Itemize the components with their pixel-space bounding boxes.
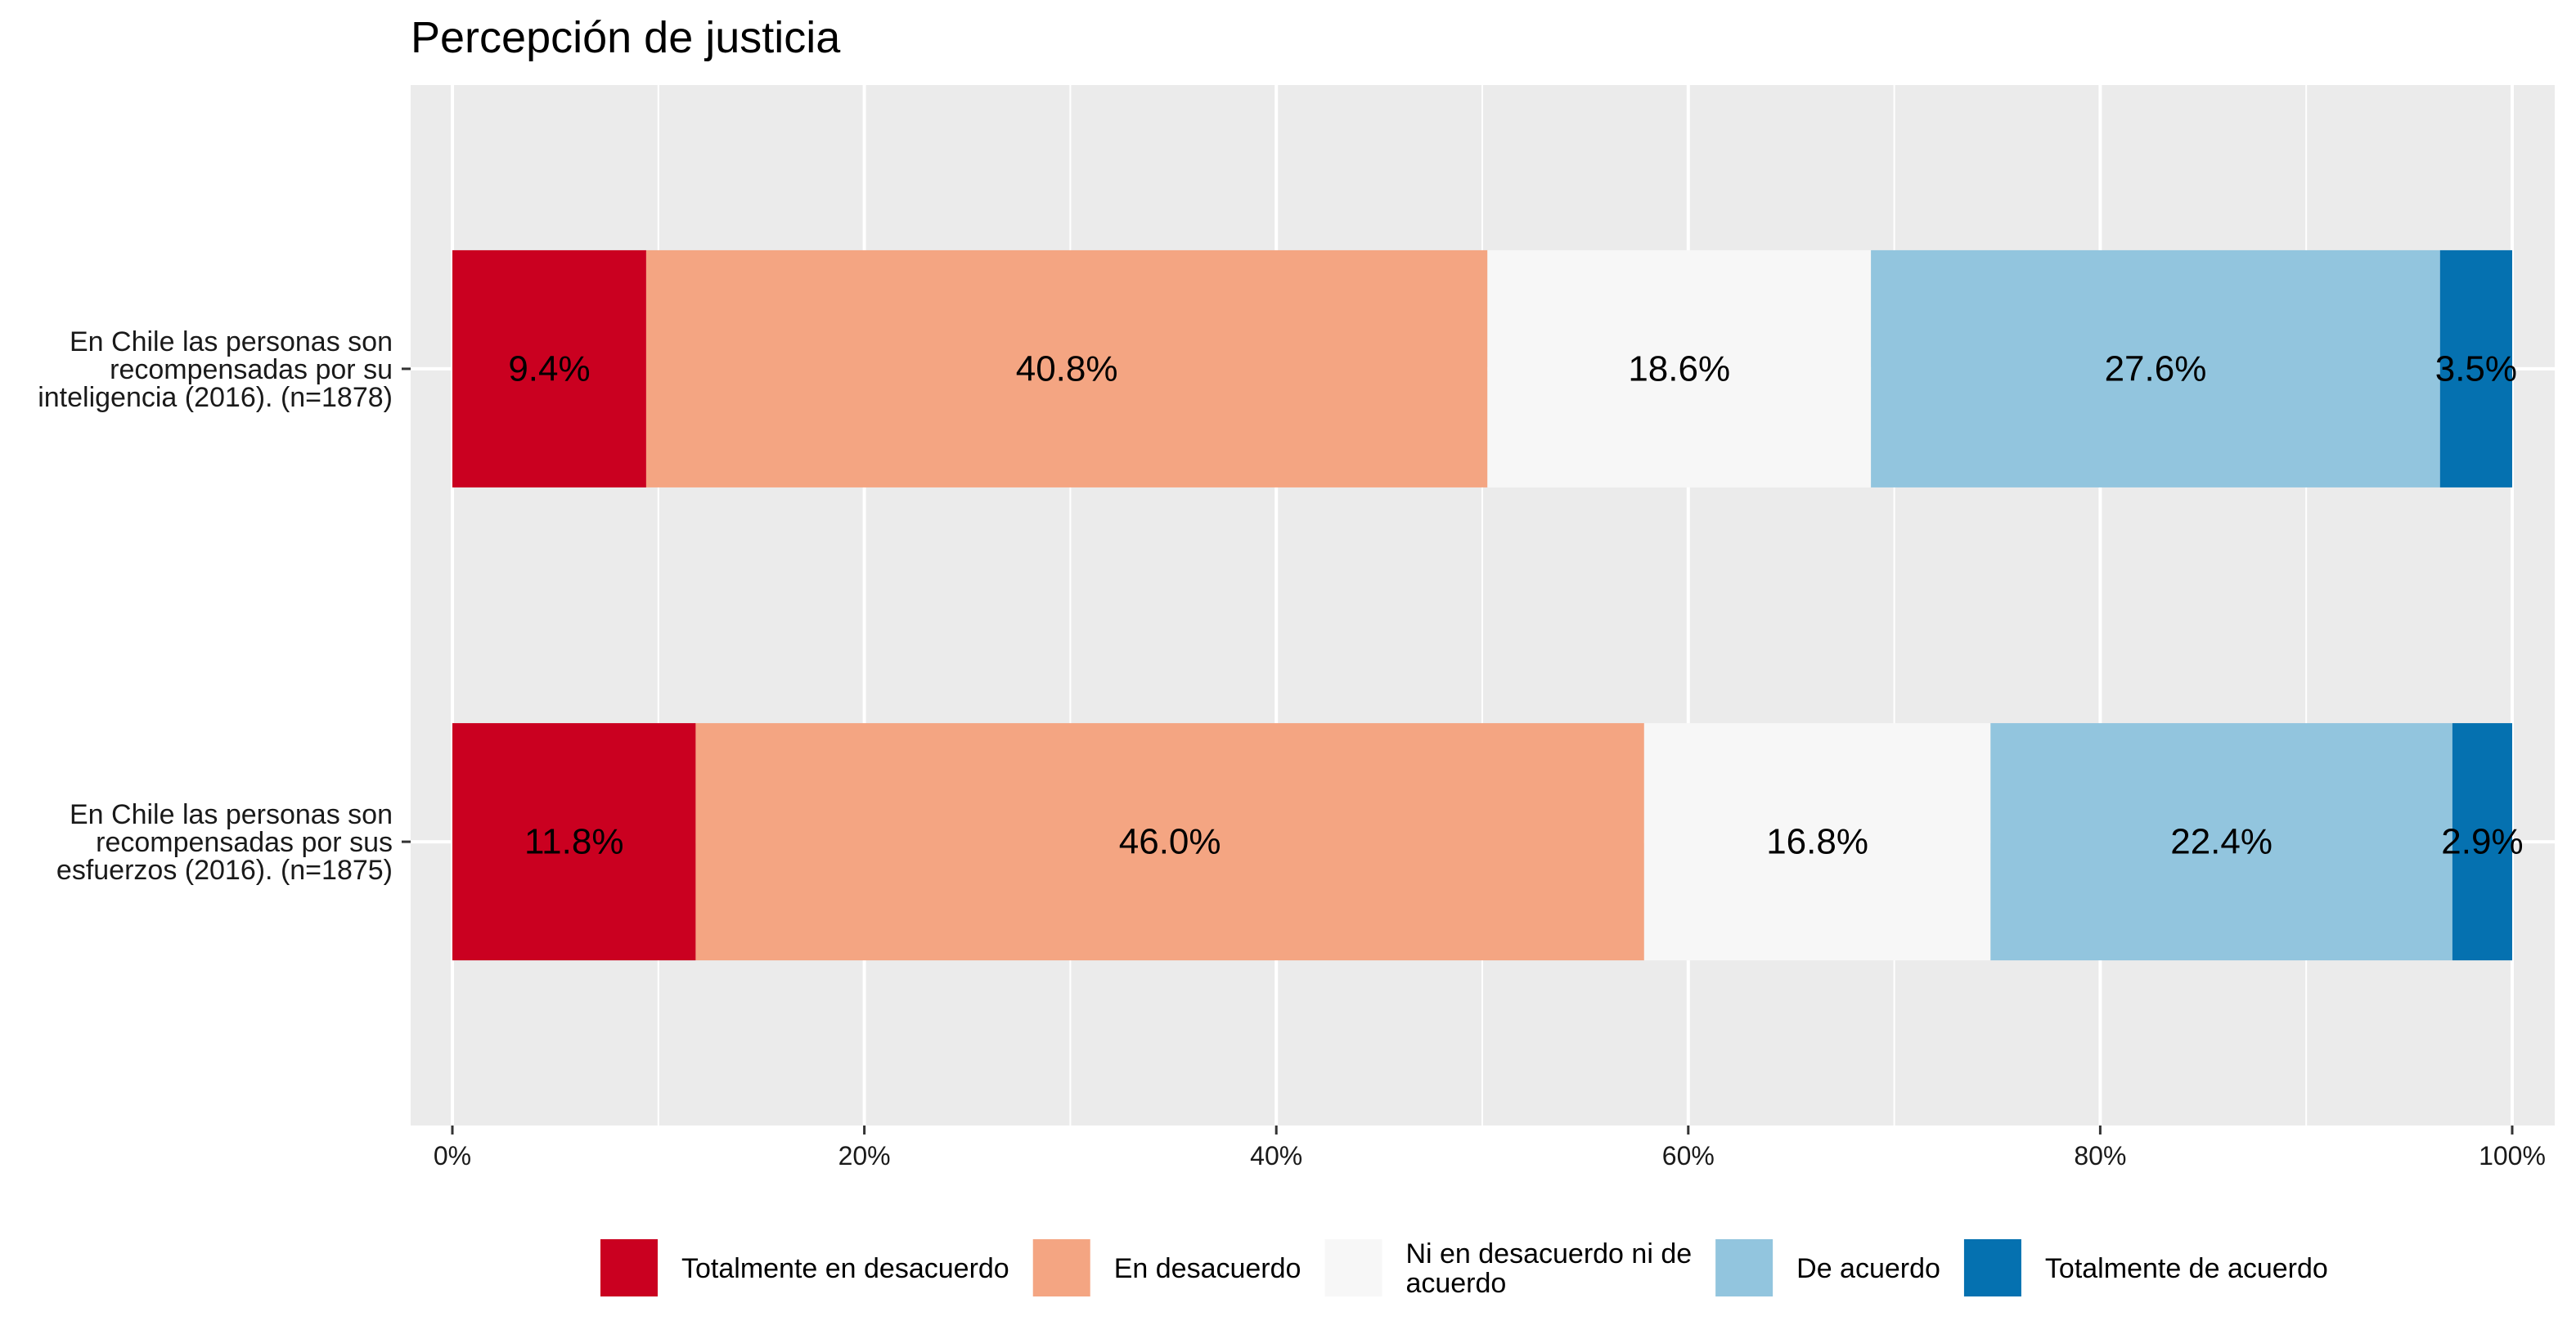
bar-segment-inteligencia-4 xyxy=(1871,249,2440,488)
x-tick-label: 20% xyxy=(838,1141,891,1171)
bar-label-esfuerzos-3: 16.8% xyxy=(1766,822,1868,862)
bar-label-inteligencia-3: 18.6% xyxy=(1628,348,1730,389)
bar-label-esfuerzos-1: 11.8% xyxy=(524,822,624,862)
bar-label-inteligencia-4: 27.6% xyxy=(2105,348,2207,389)
bar-label-inteligencia-2: 40.8% xyxy=(1016,348,1118,389)
bar-segment-esfuerzos-3 xyxy=(1643,723,1991,961)
legend-item-4: De acuerdo xyxy=(1714,1238,1940,1298)
chart-title: Percepción de justicia xyxy=(411,13,841,62)
legend: Totalmente en desacuerdo En desacuerdo Ni … xyxy=(599,1238,2328,1299)
bar-segment-inteligencia-3 xyxy=(1487,249,1872,488)
bar-segment-esfuerzos-4 xyxy=(1990,723,2452,961)
bar-label-esfuerzos-2: 46.0% xyxy=(1119,822,1221,862)
x-tick-label: 40% xyxy=(1250,1141,1302,1171)
bar-segment-esfuerzos-2 xyxy=(695,723,1644,961)
legend-label-4: De acuerdo xyxy=(1796,1253,1940,1284)
x-tick-label: 100% xyxy=(2479,1141,2546,1171)
bar-segment-inteligencia-5 xyxy=(2439,249,2512,488)
bars xyxy=(452,249,2512,961)
legend-item-1: Totalmente en desacuerdo xyxy=(599,1238,1009,1298)
bar-label-inteligencia-5: 3.5% xyxy=(2435,348,2517,389)
legend-item-5: Totalmente de acuerdo xyxy=(1962,1238,2328,1298)
bar-segment-inteligencia-1 xyxy=(452,249,646,488)
y-axis: En Chile las personas son recompensadas p… xyxy=(38,326,411,886)
legend-key-1 xyxy=(599,1238,659,1298)
x-tick-label: 60% xyxy=(1662,1141,1715,1171)
legend-key-4 xyxy=(1714,1238,1775,1298)
legend-item-3: Ni en desacuerdo ni de acuerdo xyxy=(1323,1238,1692,1299)
y-tick-label-esfuerzos: En Chile las personas son recompensadas p… xyxy=(56,799,393,886)
legend-label-1: Totalmente en desacuerdo xyxy=(681,1253,1009,1284)
legend-key-2 xyxy=(1031,1238,1092,1298)
legend-key-5 xyxy=(1962,1238,2023,1298)
legend-label-2: En desacuerdo xyxy=(1114,1253,1301,1284)
legend-label-3: Ni en desacuerdo ni de acuerdo xyxy=(1405,1238,1692,1299)
legend-item-2: En desacuerdo xyxy=(1031,1238,1301,1298)
legend-key-3 xyxy=(1323,1238,1384,1298)
bar-label-esfuerzos-4: 22.4% xyxy=(2170,822,2273,862)
x-axis: 0% 20% 40% 60% 80% 100% xyxy=(434,1126,2546,1171)
x-tick-label: 80% xyxy=(2074,1141,2126,1171)
legend-label-5: Totalmente de acuerdo xyxy=(2045,1253,2328,1284)
x-tick-label: 0% xyxy=(434,1141,471,1171)
y-tick-label-inteligencia: En Chile las personas son recompensadas p… xyxy=(38,326,393,413)
bar-segment-inteligencia-2 xyxy=(645,249,1488,488)
bar-segment-esfuerzos-5 xyxy=(2452,723,2512,961)
bar-labels: 9.4% 40.8% 18.6% 27.6% 3.5% 11.8% 46.0% 16.8% 22… xyxy=(508,348,2523,861)
bar-label-esfuerzos-5: 2.9% xyxy=(2441,822,2523,862)
bar-label-inteligencia-1: 9.4% xyxy=(508,348,590,389)
bar-segment-esfuerzos-1 xyxy=(452,723,696,961)
